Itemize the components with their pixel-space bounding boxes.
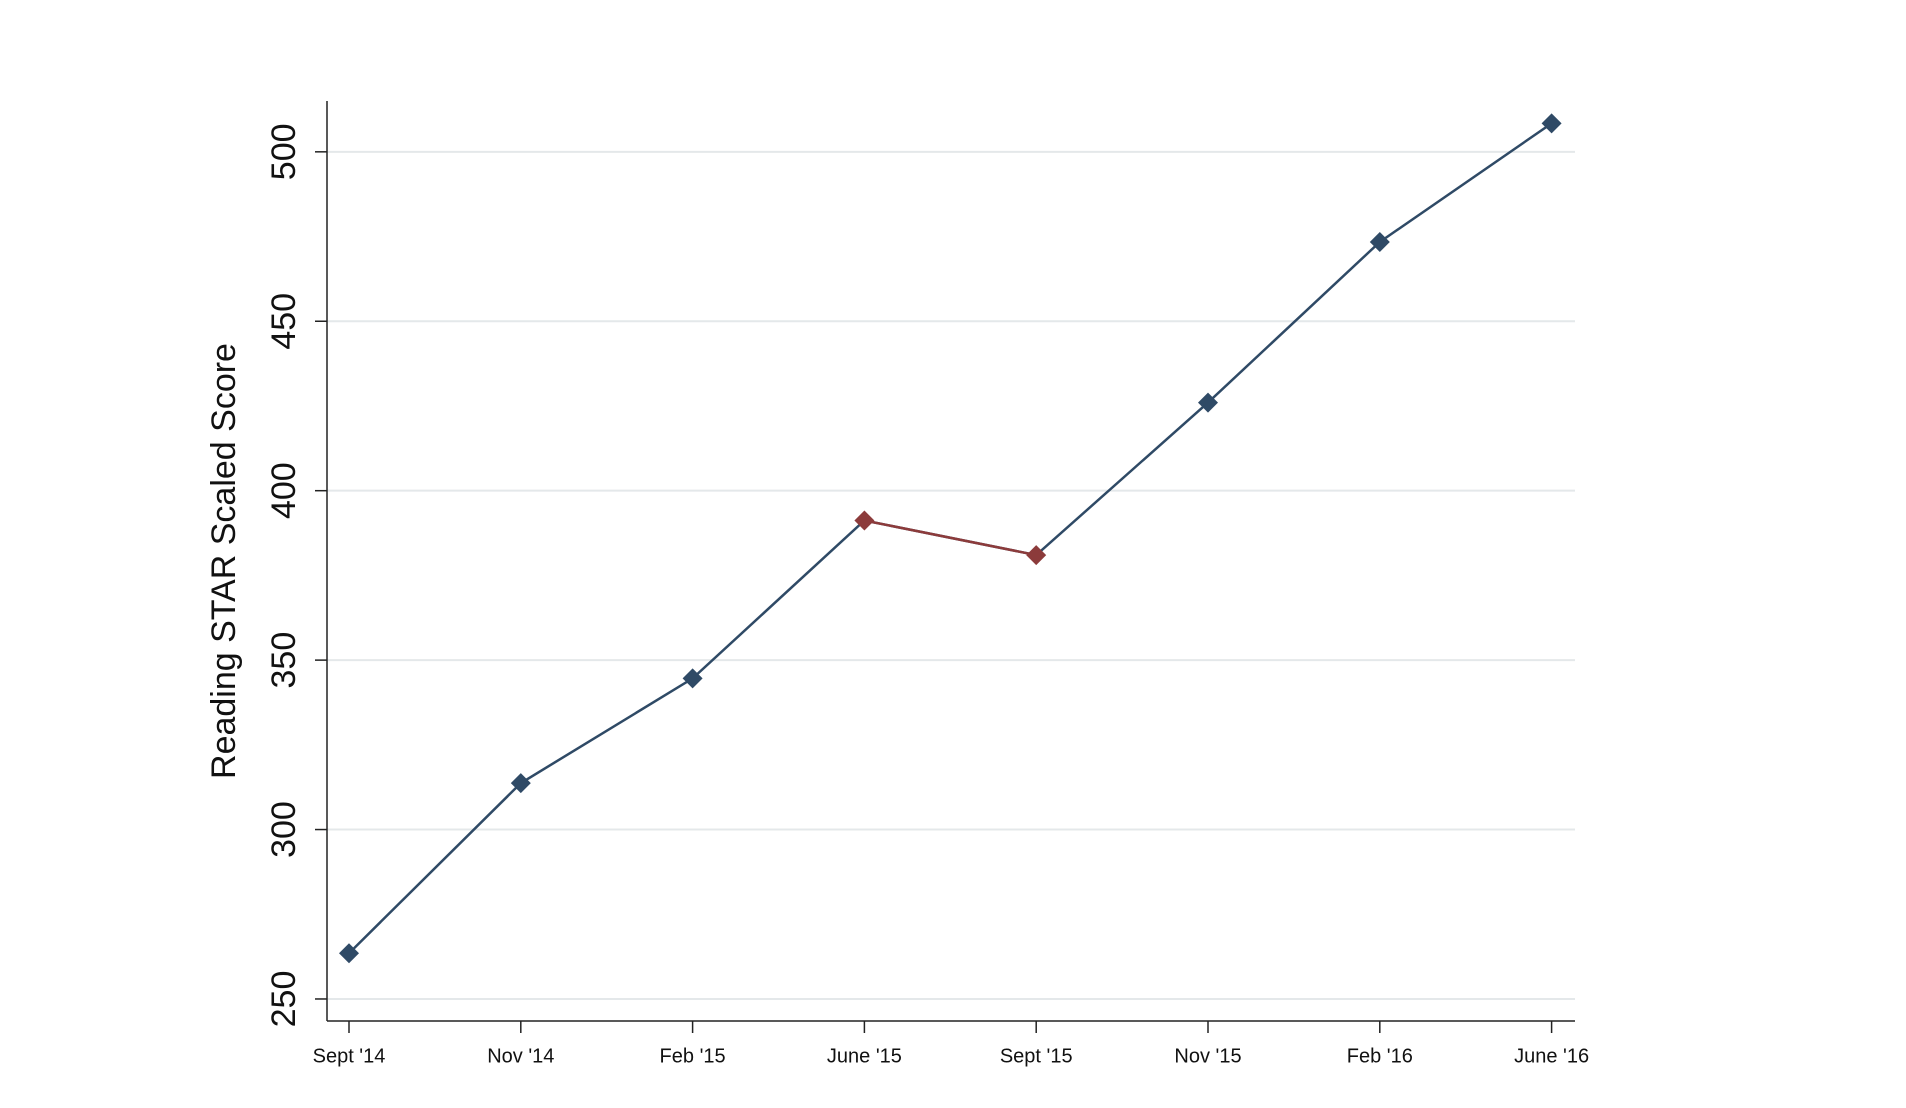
marker [1198,392,1218,413]
marker [1369,231,1390,252]
y-tick-label: 450 [265,293,303,350]
x-tick-label: Nov '15 [1174,1045,1241,1067]
y-axis-label: Reading STAR Scaled Score [205,343,243,779]
x-tick-label: Sept '14 [313,1045,386,1067]
x-tick-label: June '16 [1514,1045,1589,1067]
y-tick-label: 250 [265,971,303,1028]
marker [682,668,703,689]
marker [510,773,531,794]
y-tick-label: 350 [265,632,303,689]
y-tick-label: 400 [265,462,303,519]
line-segment [864,519,1037,557]
x-tick-label: Nov '14 [487,1045,554,1067]
marker [854,510,875,531]
y-tick-label: 300 [265,801,303,858]
y-tick-label: 500 [265,123,303,180]
x-tick-label: June '15 [827,1045,902,1067]
x-tick-label: Sept '15 [1000,1045,1073,1067]
marker [1026,545,1047,566]
marker [339,943,359,964]
x-tick-label: Feb '15 [660,1045,726,1067]
marker [1541,113,1562,134]
x-tick-label: Feb '16 [1347,1045,1413,1067]
